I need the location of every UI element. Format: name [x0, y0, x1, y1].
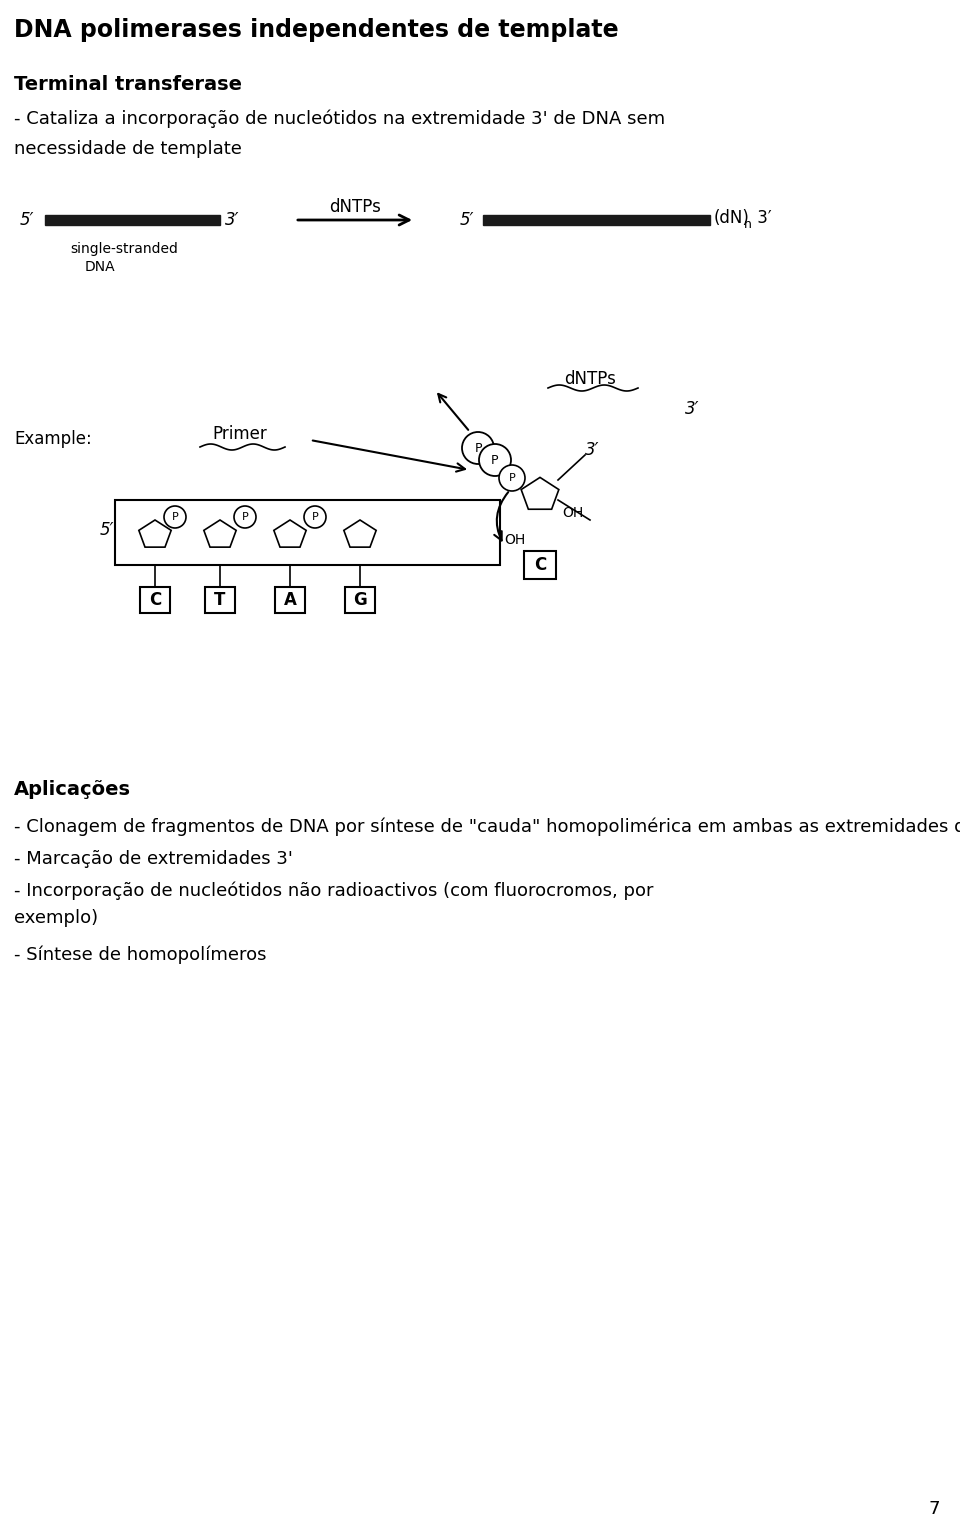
Text: P: P: [172, 512, 179, 522]
Circle shape: [479, 444, 511, 476]
FancyArrowPatch shape: [313, 440, 465, 472]
Text: dNTPs: dNTPs: [564, 370, 616, 388]
Text: P: P: [242, 512, 249, 522]
Text: 5′: 5′: [460, 211, 474, 229]
Bar: [45, 215, 220, 224]
Polygon shape: [139, 521, 171, 547]
FancyArrowPatch shape: [494, 492, 508, 541]
FancyBboxPatch shape: [140, 586, 170, 612]
Text: Example:: Example:: [14, 431, 92, 447]
Circle shape: [304, 505, 326, 528]
Text: - Síntese de homopolímeros: - Síntese de homopolímeros: [14, 947, 267, 965]
Text: P: P: [474, 441, 482, 455]
Text: 3′: 3′: [585, 441, 599, 460]
Text: C: C: [534, 556, 546, 574]
FancyBboxPatch shape: [275, 586, 305, 612]
Bar: [115, 499, 500, 565]
Text: DNA polimerases independentes de template: DNA polimerases independentes de templat…: [14, 18, 618, 43]
Polygon shape: [521, 478, 559, 508]
FancyBboxPatch shape: [524, 551, 556, 579]
Polygon shape: [274, 521, 306, 547]
Text: P: P: [492, 454, 499, 467]
Text: - Marcação de extremidades 3': - Marcação de extremidades 3': [14, 851, 293, 867]
Text: OH: OH: [562, 505, 584, 521]
Text: n: n: [744, 217, 752, 231]
FancyBboxPatch shape: [345, 586, 375, 612]
FancyArrowPatch shape: [439, 394, 468, 431]
Text: DNA: DNA: [85, 260, 115, 273]
Circle shape: [164, 505, 186, 528]
Text: Primer: Primer: [212, 425, 268, 443]
Text: OH: OH: [504, 533, 525, 547]
Text: C: C: [149, 591, 161, 609]
FancyArrowPatch shape: [298, 215, 409, 224]
Polygon shape: [204, 521, 236, 547]
Text: single-stranded: single-stranded: [70, 241, 178, 257]
Text: Aplicações: Aplicações: [14, 780, 131, 799]
Text: P: P: [509, 473, 516, 483]
Text: 3′: 3′: [685, 400, 700, 418]
Text: - Incorporação de nucleótidos não radioactivos (com fluorocromos, por
exemplo): - Incorporação de nucleótidos não radioa…: [14, 883, 654, 927]
Text: 5′: 5′: [100, 521, 114, 539]
Text: A: A: [283, 591, 297, 609]
Bar: [483, 215, 710, 224]
Circle shape: [499, 466, 525, 492]
Text: dNTPs: dNTPs: [329, 199, 381, 215]
Text: 3′: 3′: [752, 209, 772, 228]
Text: Terminal transferase: Terminal transferase: [14, 75, 242, 95]
Text: - Clonagem de fragmentos de DNA por síntese de "cauda" homopolimérica em ambas a: - Clonagem de fragmentos de DNA por sínt…: [14, 818, 960, 837]
Circle shape: [462, 432, 494, 464]
Text: (dN): (dN): [714, 209, 750, 228]
Text: G: G: [353, 591, 367, 609]
Text: - Cataliza a incorporação de nucleótidos na extremidade 3' de DNA sem: - Cataliza a incorporação de nucleótidos…: [14, 110, 665, 128]
Text: P: P: [312, 512, 319, 522]
Circle shape: [234, 505, 256, 528]
Text: 7: 7: [928, 1500, 940, 1518]
Text: 3′: 3′: [225, 211, 239, 229]
Text: 5′: 5′: [20, 211, 35, 229]
Polygon shape: [344, 521, 376, 547]
FancyBboxPatch shape: [205, 586, 235, 612]
Text: T: T: [214, 591, 226, 609]
Text: necessidade de template: necessidade de template: [14, 140, 242, 157]
